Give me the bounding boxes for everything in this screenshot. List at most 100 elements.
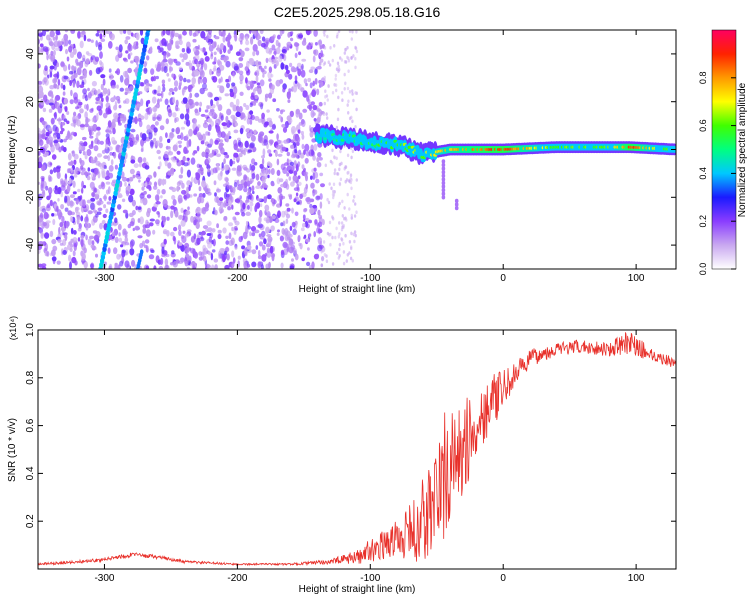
noise-blob [96, 126, 101, 131]
noise-blob [284, 234, 290, 242]
noise-blob [64, 233, 68, 241]
noise-blob [149, 83, 153, 87]
noise-blob [300, 130, 304, 136]
noise-blob [140, 139, 145, 147]
noise-blob [165, 132, 168, 139]
noise-blob [255, 245, 259, 250]
noise-blob [313, 231, 317, 238]
noise-blob [178, 144, 182, 148]
noise-blob [273, 56, 278, 60]
noise-blob [112, 127, 116, 135]
noise-blob [234, 246, 238, 250]
noise-blob [281, 146, 287, 152]
noise-blob [82, 54, 86, 62]
noise-blob [333, 171, 336, 176]
noise-blob [255, 185, 261, 189]
noise-blob [51, 256, 57, 262]
noise-blob [119, 75, 124, 83]
noise-blob [167, 52, 171, 57]
noise-blob [266, 109, 270, 113]
colorbar-tick-label: 0.2 [698, 215, 708, 228]
noise-blob [317, 113, 322, 121]
noise-blob [229, 122, 232, 126]
noise-blob [94, 187, 98, 193]
noise-blob [130, 32, 134, 37]
noise-blob [188, 138, 192, 147]
noise-blob [202, 47, 206, 53]
noise-blob [90, 262, 95, 269]
noise-blob [249, 110, 254, 115]
noise-blob [38, 248, 41, 255]
noise-blob [172, 159, 177, 163]
noise-blob [75, 58, 79, 64]
noise-blob [238, 70, 244, 76]
noise-blob [332, 189, 335, 194]
noise-blob [276, 232, 280, 236]
noise-blob [149, 46, 153, 53]
noise-blob [131, 259, 136, 267]
noise-blob [300, 227, 305, 232]
noise-blob [63, 138, 67, 143]
noise-blob [129, 188, 135, 196]
noise-blob [171, 250, 175, 255]
noise-blob [351, 89, 354, 93]
noise-blob [64, 30, 68, 33]
noise-blob [167, 30, 171, 36]
noise-blob [234, 227, 238, 231]
noise-blob [259, 131, 265, 137]
noise-blob [337, 235, 340, 239]
noise-blob [327, 84, 330, 88]
noise-blob [278, 115, 282, 119]
noise-blob [73, 174, 78, 178]
noise-blob [122, 176, 127, 182]
noise-blob [236, 186, 240, 191]
noise-blob [78, 101, 83, 106]
noise-blob [266, 250, 272, 258]
noise-blob [72, 191, 77, 195]
noise-blob [207, 242, 213, 249]
noise-blob [56, 132, 61, 140]
noise-blob [342, 261, 346, 266]
noise-blob [282, 126, 288, 133]
noise-blob [295, 192, 299, 197]
noise-blob [155, 75, 159, 80]
noise-blob [61, 122, 66, 126]
noise-blob [282, 87, 286, 93]
noise-blob [208, 153, 214, 158]
noise-blob [158, 265, 164, 269]
noise-blob [260, 42, 267, 48]
noise-blob [192, 32, 197, 37]
noise-blob [191, 77, 196, 85]
noise-blob [316, 88, 320, 96]
noise-blob [148, 131, 153, 140]
noise-blob [337, 107, 340, 112]
noise-blob [183, 146, 188, 154]
noise-blob [303, 37, 307, 43]
noise-blob [107, 120, 112, 128]
noise-blob [192, 47, 197, 52]
noise-blob [176, 158, 179, 163]
noise-blob [290, 139, 294, 143]
noise-blob [49, 71, 53, 78]
noise-blob [169, 66, 174, 72]
drop-feature [441, 170, 446, 175]
noise-blob [331, 192, 335, 197]
noise-blob [69, 200, 74, 206]
noise-blob [130, 128, 136, 133]
snr-panel: -300 -200 -100 0 100 0.2 0.4 0.6 0.8 1.0 Height … [7, 316, 677, 595]
noise-blob [233, 129, 239, 134]
noise-blob [348, 30, 352, 34]
noise-blob [38, 133, 42, 139]
x-tick-label: 100 [628, 273, 645, 284]
noise-blob [213, 65, 217, 71]
noise-blob [60, 180, 66, 187]
noise-blob [137, 206, 142, 210]
noise-blob [172, 96, 176, 104]
noise-blob [347, 99, 350, 104]
noise-blob [234, 220, 240, 226]
noise-blob [217, 229, 222, 234]
noise-blob [285, 64, 289, 71]
noise-blob [338, 167, 341, 172]
x-tick-label: -300 [94, 273, 114, 284]
noise-blob [66, 184, 71, 193]
